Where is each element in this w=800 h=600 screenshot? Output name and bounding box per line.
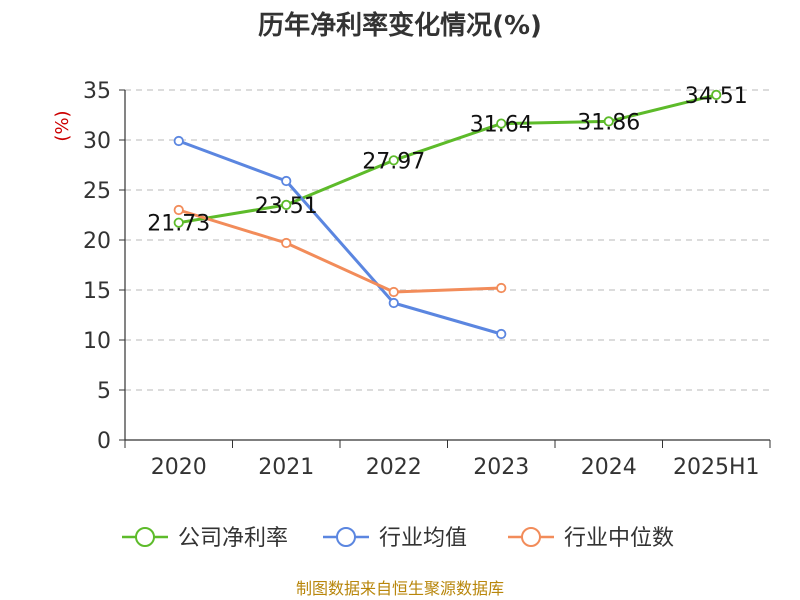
legend-marker-2 <box>521 527 541 547</box>
y-tick-label: 5 <box>97 379 111 404</box>
legend: 公司净利率 行业均值 行业中位数 <box>122 526 674 551</box>
data-label: 31.86 <box>577 110 640 135</box>
series-point-1 <box>388 297 399 309</box>
series-point-0 <box>496 118 507 129</box>
y-tick-label: 35 <box>83 79 111 104</box>
series-point-2 <box>173 204 184 216</box>
series-point-1 <box>281 175 292 187</box>
legend-label-1: 行业均值 <box>379 526 467 551</box>
data-label: 34.51 <box>685 84 748 109</box>
legend-label-2: 行业中位数 <box>564 526 674 551</box>
series-lines <box>173 89 722 340</box>
legend-marker-0 <box>135 527 155 547</box>
gridlines <box>125 89 770 391</box>
series-point-2 <box>281 237 292 249</box>
x-tick-label: 2025H1 <box>673 455 760 480</box>
y-tick-label: 20 <box>83 229 111 254</box>
series-point-0 <box>173 217 184 228</box>
series-point-0 <box>281 199 292 210</box>
chart-title: 历年净利率变化情况(%) <box>258 10 542 41</box>
data-label: 31.64 <box>470 113 533 138</box>
series-line-2 <box>178 208 502 294</box>
series-point-0 <box>711 89 722 101</box>
y-tick-label: 10 <box>83 329 111 354</box>
data-labels: 21.73 23.51 27.97 31.64 31.86 34.51 <box>147 84 747 237</box>
series-point-0 <box>603 116 614 127</box>
data-label: 27.97 <box>362 149 425 174</box>
series-line-0 <box>178 93 717 225</box>
legend-marker-1 <box>336 527 356 547</box>
series-point-0 <box>388 155 399 166</box>
series-line-1 <box>178 139 502 336</box>
y-tick-label: 15 <box>83 279 111 304</box>
series-point-2 <box>496 282 507 294</box>
series-point-2 <box>388 286 399 298</box>
series-point-1 <box>496 328 507 340</box>
data-label: 21.73 <box>147 212 210 237</box>
y-tick-label: 0 <box>97 429 111 454</box>
source-note: 制图数据来自恒生聚源数据库 <box>296 579 504 598</box>
y-tick-label: 30 <box>83 129 111 154</box>
x-tick-label: 2023 <box>473 455 529 480</box>
legend-label-0: 公司净利率 <box>178 526 288 551</box>
series-point-1 <box>173 135 184 147</box>
data-label: 23.51 <box>255 194 318 219</box>
axes: 0 5 10 15 20 25 30 35 2020 2021 2022 2023 2024 2025H1 <box>83 79 771 480</box>
x-tick-label: 2024 <box>581 455 637 480</box>
x-tick-label: 2022 <box>366 455 422 480</box>
x-tick-label: 2021 <box>258 455 314 480</box>
x-tick-label: 2020 <box>151 455 207 480</box>
y-axis-unit-label: (%) <box>52 110 73 141</box>
y-tick-label: 25 <box>83 179 111 204</box>
